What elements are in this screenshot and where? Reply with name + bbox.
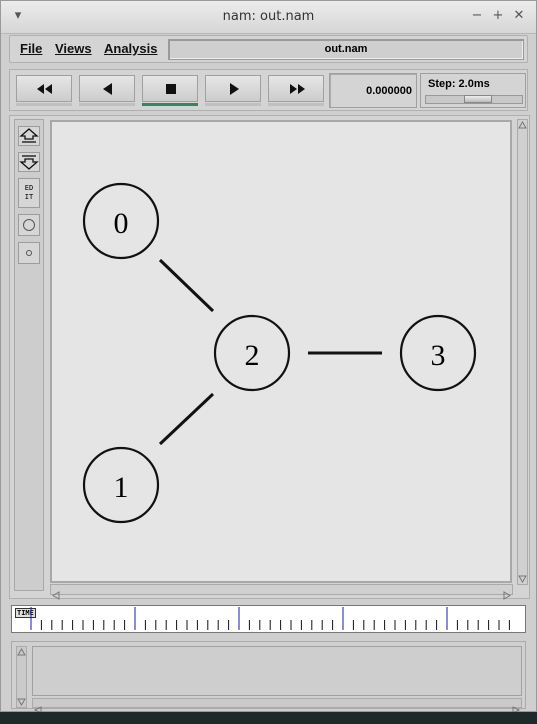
annotation-list[interactable] xyxy=(32,646,522,696)
annotation-vscroll-arrows xyxy=(17,648,26,706)
background-terminal-strip xyxy=(0,712,537,724)
node-2[interactable]: 2 xyxy=(213,314,291,392)
window-menu-icon[interactable]: ▾ xyxy=(14,8,22,23)
stop-active-indicator xyxy=(142,103,198,106)
minimize-icon[interactable]: − xyxy=(471,8,483,23)
zoom-out-button[interactable] xyxy=(18,152,40,172)
node-3[interactable]: 3 xyxy=(399,314,477,392)
filename-display: out.nam xyxy=(168,39,524,60)
step-control: Step: 2.0ms xyxy=(420,73,526,108)
network-canvas[interactable]: 0 1 2 3 xyxy=(50,120,512,583)
step-slider-thumb[interactable] xyxy=(464,95,492,103)
fast-forward-indicator xyxy=(268,103,324,106)
zoom-in-button[interactable] xyxy=(18,126,40,146)
link-0-2 xyxy=(158,258,215,313)
zoom-out-icon xyxy=(19,155,39,170)
horizontal-scroll-arrows xyxy=(52,591,511,600)
node-2-label: 2 xyxy=(245,339,260,372)
vertical-scroll-arrows xyxy=(518,121,527,583)
rewind-button[interactable] xyxy=(16,75,72,102)
playback-controls: 0.000000 Step: 2.0ms xyxy=(9,69,528,111)
large-node-button[interactable] xyxy=(18,214,40,236)
step-slider[interactable] xyxy=(425,95,523,104)
play-backward-button[interactable] xyxy=(79,75,135,102)
node-0-label: 0 xyxy=(114,207,129,240)
node-0[interactable]: 0 xyxy=(82,182,160,260)
stop-icon xyxy=(166,84,176,94)
rewind-icon xyxy=(37,84,52,94)
large-circle-icon xyxy=(23,219,35,231)
annotation-horizontal-scrollbar[interactable] xyxy=(32,698,522,714)
time-label: TIME xyxy=(15,608,36,618)
annotation-hscroll-arrows xyxy=(33,706,521,714)
main-area: ED IT 0 xyxy=(9,115,530,600)
zoom-in-icon xyxy=(19,128,39,143)
fast-forward-button[interactable] xyxy=(268,75,324,102)
play-forward-icon xyxy=(230,83,239,95)
close-icon[interactable]: ✕ xyxy=(513,8,525,23)
maximize-icon[interactable]: + xyxy=(492,8,504,23)
fast-forward-icon xyxy=(290,84,305,94)
rewind-indicator xyxy=(16,103,72,106)
menu-analysis[interactable]: Analysis xyxy=(104,41,158,56)
play-forward-button[interactable] xyxy=(205,75,261,102)
step-label: Step: 2.0ms xyxy=(428,78,490,90)
window-title: nam: out.nam xyxy=(222,9,315,24)
menu-views[interactable]: Views xyxy=(55,41,92,56)
title-bar[interactable]: ▾ nam: out.nam − + ✕ xyxy=(1,1,536,34)
canvas-vertical-scrollbar[interactable] xyxy=(517,119,528,585)
time-readout: 0.000000 xyxy=(329,73,417,108)
small-circle-icon xyxy=(26,250,32,256)
node-1-label: 1 xyxy=(114,471,129,504)
link-1-2 xyxy=(158,392,215,446)
edit-button[interactable]: ED IT xyxy=(18,178,40,208)
annotation-panel xyxy=(11,641,526,714)
menu-file[interactable]: File xyxy=(20,41,43,56)
canvas-horizontal-scrollbar[interactable] xyxy=(50,584,513,600)
play-backward-indicator xyxy=(79,103,135,106)
stop-button[interactable] xyxy=(142,75,198,102)
tool-palette: ED IT xyxy=(14,119,44,591)
network-graph: 0 1 2 3 xyxy=(82,182,477,524)
play-forward-indicator xyxy=(205,103,261,106)
node-3-label: 3 xyxy=(431,339,446,372)
time-slider[interactable]: TIME xyxy=(11,605,526,633)
play-backward-icon xyxy=(103,83,112,95)
annotation-vertical-scrollbar[interactable] xyxy=(16,646,27,708)
time-ticks xyxy=(30,607,510,630)
menu-bar: File Views Analysis out.nam xyxy=(9,35,528,63)
small-node-button[interactable] xyxy=(18,242,40,264)
node-1[interactable]: 1 xyxy=(82,446,160,524)
